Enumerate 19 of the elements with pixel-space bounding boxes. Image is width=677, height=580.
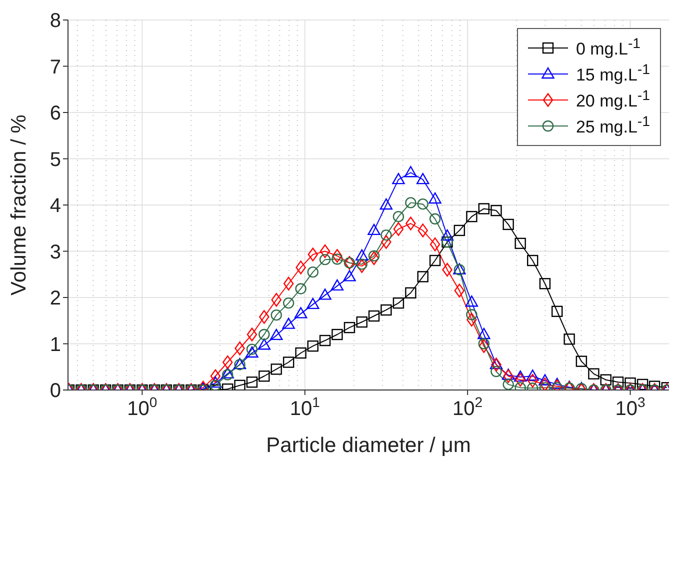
legend-label: 0 mg.L$^{-1}$ <box>576 36 641 60</box>
y-tick-label: 7 <box>50 56 61 78</box>
y-tick-label: 5 <box>50 148 61 171</box>
y-tick-label: 6 <box>50 102 61 125</box>
x-axis-title: Particle diameter / μm <box>266 434 471 457</box>
y-tick-label: 8 <box>50 10 61 32</box>
y-tick-label: 1 <box>50 334 61 356</box>
x-tick-label: 10$^{1}$ <box>290 394 320 420</box>
legend-label: 25 mg.L$^{-1}$ <box>576 114 650 138</box>
y-tick-label: 2 <box>50 288 61 310</box>
y-tick-label: 4 <box>50 195 61 218</box>
x-tick-label: 10$^{0}$ <box>127 394 158 420</box>
x-tick-label: 10$^{2}$ <box>452 394 483 420</box>
y-axis-title: Volume fraction / % <box>7 114 30 296</box>
legend-label: 15 mg.L$^{-1}$ <box>576 62 650 86</box>
legend-label: 20 mg.L$^{-1}$ <box>576 88 650 112</box>
x-tick-label: 10$^{3}$ <box>615 394 646 420</box>
y-tick-label: 0 <box>50 380 61 402</box>
y-tick-label: 3 <box>50 241 61 264</box>
